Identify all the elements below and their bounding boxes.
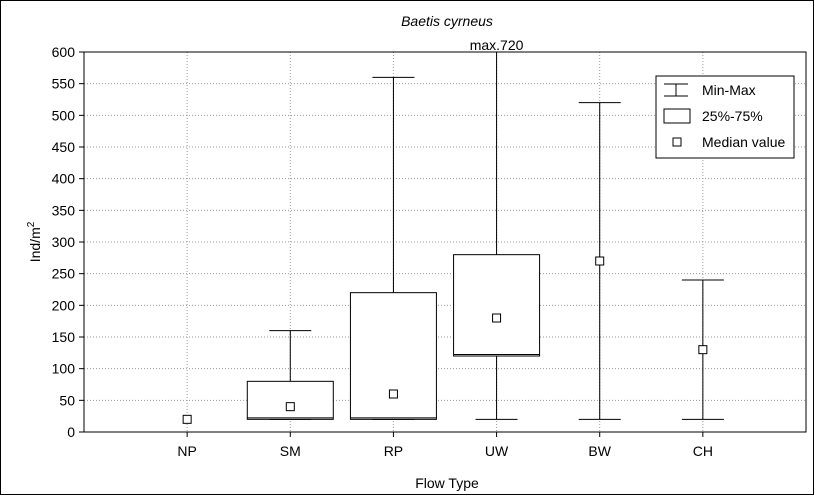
median-marker	[388, 389, 398, 399]
legend-median-symbol	[672, 137, 682, 147]
y-tick-label: 350	[52, 202, 76, 218]
y-tick-label: 500	[52, 107, 76, 123]
y-axis-title-unit: Ind/m	[27, 227, 43, 262]
annotation-label: max.720	[470, 37, 524, 53]
y-axis-ticks: 0 50 100 150 200 250 300 350 400 450 500 550 600	[52, 44, 84, 440]
median-marker	[595, 256, 605, 266]
y-tick-label: 200	[52, 297, 76, 313]
median-marker	[285, 402, 295, 412]
y-tick-label: 250	[52, 266, 76, 282]
x-tick-label: SM	[280, 443, 301, 459]
y-axis-title: Ind/m2	[26, 221, 43, 262]
median-marker	[492, 313, 502, 323]
y-tick-label: 400	[52, 171, 76, 187]
plot-area-frame	[83, 51, 807, 433]
y-tick-label: 450	[52, 139, 76, 155]
x-tick-label: NP	[177, 443, 196, 459]
annotations: max.720	[470, 37, 524, 53]
legend-label: Median value	[702, 134, 785, 150]
box-iqr	[349, 292, 437, 420]
y-tick-label: 150	[52, 329, 76, 345]
legend-label: 25%-75%	[702, 108, 763, 124]
median-marker	[182, 414, 192, 424]
y-tick-label: 50	[59, 392, 75, 408]
box-group-sm	[246, 330, 334, 420]
y-tick-label: 0	[67, 424, 75, 440]
box-group-rp	[349, 76, 437, 420]
chart-title: Baetis cyrneus	[401, 13, 493, 29]
x-tick-label: RP	[384, 443, 403, 459]
legend: Min-Max 25%-75% Median value	[655, 75, 795, 159]
box-group-ch	[681, 279, 724, 420]
box-iqr	[453, 254, 541, 357]
median-marker	[698, 345, 708, 355]
y-tick-label: 100	[52, 361, 76, 377]
box-group-bw	[578, 102, 621, 420]
y-tick-label: 300	[52, 234, 76, 250]
x-tick-label: BW	[588, 443, 611, 459]
x-tick-label: UW	[485, 443, 509, 459]
x-axis-ticks: NP SM RP UW BW CH	[177, 432, 713, 459]
box-plot-series	[182, 51, 724, 424]
legend-label: Min-Max	[702, 82, 756, 98]
y-tick-label: 550	[52, 76, 76, 92]
box-iqr	[246, 380, 334, 420]
x-tick-label: CH	[693, 443, 713, 459]
x-axis-title: Flow Type	[415, 475, 479, 491]
legend-box-symbol	[663, 108, 691, 124]
box-group-np	[182, 414, 192, 424]
y-tick-label: 600	[52, 44, 76, 60]
y-axis-title-superscript: 2	[26, 221, 37, 227]
